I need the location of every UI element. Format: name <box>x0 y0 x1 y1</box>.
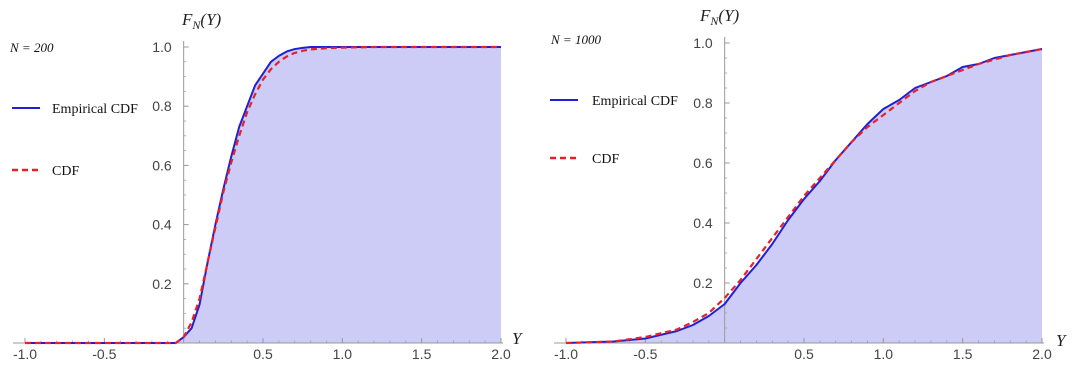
x-tick-label: -1.0 <box>554 346 578 362</box>
x-axis-label: Y <box>512 329 523 348</box>
y-axis-label: FN(Y) <box>699 6 740 28</box>
sample-size-label: N = 200 <box>9 40 54 55</box>
legend-label-cdf: CDF <box>52 164 79 179</box>
legend: Empirical CDF CDF <box>12 102 138 179</box>
x-tick-label: 2.0 <box>491 346 511 362</box>
x-tick-label: 1.0 <box>874 346 894 362</box>
y-tick-label: 0.2 <box>693 275 713 291</box>
legend-label-empirical: Empirical CDF <box>592 94 678 109</box>
series-line-empirical <box>25 46 501 344</box>
x-tick-label: 1.0 <box>333 346 353 362</box>
y-axis-label: FN(Y) <box>181 10 222 32</box>
series-line-cdf <box>25 45 501 345</box>
x-axis-label: Y <box>1056 331 1067 350</box>
y-tick-label: 1.0 <box>693 35 713 51</box>
area-fill <box>566 49 1042 343</box>
chart-panel-1: -1.0 -0.5 0.5 1.0 1.5 2.0 0.2 0.4 0.6 0.8 1.0 FN(Y)… <box>9 10 523 362</box>
y-tick-label: 0.4 <box>693 215 713 231</box>
chart-panel-2: -1.0 -0.5 0.5 1.0 1.5 2.0 0.2 0.4 0.6 0.8 1.0 FN(Y)… <box>550 6 1067 362</box>
y-tick-label: 0.6 <box>152 157 172 173</box>
y-tick-label: 0.4 <box>152 217 172 233</box>
legend: Empirical CDF CDF <box>550 94 678 167</box>
y-tick-label: 0.2 <box>152 276 172 292</box>
x-tick-label: -0.5 <box>633 346 657 362</box>
y-tick-label: 0.6 <box>693 155 713 171</box>
x-tick-label: 2.0 <box>1032 346 1052 362</box>
y-tick-label: 0.8 <box>693 95 713 111</box>
y-tick-label: 0.8 <box>152 98 172 114</box>
y-tick-label: 1.0 <box>152 39 172 55</box>
series-line-cdf <box>565 47 1043 345</box>
series-line-empirical <box>565 48 1043 344</box>
area-fill <box>25 47 501 343</box>
x-tick-label: 0.5 <box>794 346 814 362</box>
x-tick-label: 0.5 <box>253 346 273 362</box>
sample-size-label: N = 1000 <box>550 32 601 47</box>
x-tick-label: 1.5 <box>953 346 973 362</box>
x-tick-label: 1.5 <box>412 346 432 362</box>
legend-label-cdf: CDF <box>592 152 619 167</box>
legend-label-empirical: Empirical CDF <box>52 102 138 117</box>
x-tick-label: -0.5 <box>92 346 116 362</box>
x-tick-label: -1.0 <box>13 346 37 362</box>
